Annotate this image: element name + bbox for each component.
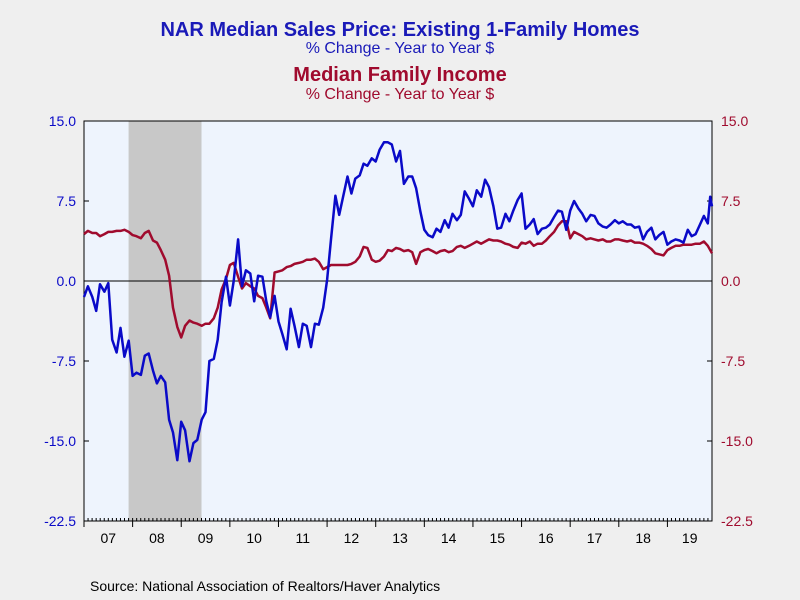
- chart-title-series-2: Median Family Income: [293, 64, 507, 86]
- chart-subtitle-series-1: % Change - Year to Year $: [305, 40, 495, 57]
- x-tick-label: 08: [149, 530, 165, 546]
- x-tick-label: 09: [198, 530, 214, 546]
- x-tick-label: 12: [344, 530, 360, 546]
- x-tick-label: 13: [392, 530, 408, 546]
- y-tick-label-right: -22.5: [721, 513, 753, 529]
- source-note: Source: National Association of Realtors…: [90, 578, 441, 594]
- x-tick-label: 17: [587, 530, 603, 546]
- series-line-sales-price: [82, 141, 714, 463]
- x-tick-label: 10: [246, 530, 262, 546]
- y-tick-label-right: 0.0: [721, 273, 741, 289]
- y-tick-label-left: -15.0: [44, 433, 76, 449]
- y-tick-label-left: -7.5: [52, 353, 76, 369]
- x-tick-label: 16: [538, 530, 554, 546]
- y-tick-label-right: 7.5: [721, 193, 741, 209]
- series-line-family-income: [83, 220, 714, 339]
- y-tick-label-right: -7.5: [721, 353, 745, 369]
- y-tick-label-right: 15.0: [721, 113, 748, 129]
- plot-frame: [83, 120, 713, 522]
- chart-subtitle-series-2: % Change - Year to Year $: [305, 86, 495, 103]
- x-tick-label: 07: [101, 530, 117, 546]
- y-tick-label-left: 7.5: [57, 193, 77, 209]
- x-tick-label: 18: [635, 530, 651, 546]
- y-tick-label-right: -15.0: [721, 433, 753, 449]
- chart-title: NAR Median Sales Price: Existing 1-Famil…: [160, 19, 640, 41]
- x-tick-label: 19: [682, 530, 698, 546]
- y-tick-label-left: -22.5: [44, 513, 76, 529]
- x-tick-label: 14: [441, 530, 457, 546]
- y-tick-label-left: 15.0: [49, 113, 76, 129]
- y-tick-label-left: 0.0: [57, 273, 77, 289]
- x-tick-label: 11: [296, 530, 311, 546]
- x-tick-label: 15: [489, 530, 505, 546]
